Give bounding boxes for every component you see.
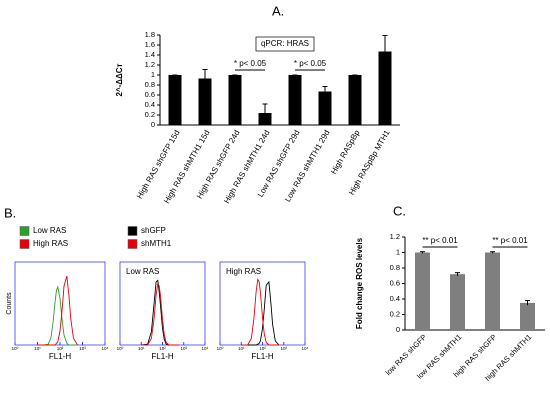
y-tick-label: 0 [396, 325, 400, 334]
panel-label: A. [272, 3, 284, 18]
legend-swatch [19, 226, 30, 236]
bar [378, 51, 392, 125]
y-tick-label: 1.2 [145, 60, 155, 69]
y-axis-label: Fold change ROS levels [355, 237, 364, 329]
x-tick-label: 10⁰ [12, 346, 19, 351]
y-tick-label: 0.6 [390, 278, 400, 287]
y-tick-label: 0.6 [145, 90, 155, 99]
panel-label: B. [4, 205, 16, 220]
bar [168, 75, 182, 125]
x-tick-label: High RASpBp [329, 128, 362, 176]
x-tick-label: 10³ [79, 346, 86, 351]
bar [198, 78, 212, 125]
histogram-curve [241, 278, 279, 346]
panel-title: Low RAS [126, 267, 159, 276]
x-tick-label: 10⁰ [117, 346, 124, 351]
y-tick-label: 0 [151, 120, 155, 129]
legend-label: Low RAS [33, 226, 66, 235]
annotation: ** p< 0.01 [492, 236, 528, 245]
legend-label: shMTH1 [141, 239, 172, 248]
y-tick-label: 1.8 [145, 30, 155, 39]
x-tick-label: 10³ [280, 346, 287, 351]
panel-title: High RAS [226, 267, 261, 276]
x-tick-label: 10³ [180, 346, 187, 351]
annotation: ** p< 0.01 [422, 236, 458, 245]
x-tick-label: 10⁰ [217, 346, 224, 351]
x-tick-label: 10² [57, 346, 64, 351]
y-tick-label: 1 [396, 247, 400, 256]
legend-swatch [19, 239, 30, 249]
x-tick-label: 10² [159, 346, 166, 351]
legend-swatch [127, 239, 138, 249]
bar [450, 274, 465, 330]
y-tick-label: 0.8 [390, 263, 400, 272]
histogram-curve [141, 282, 179, 346]
bar [348, 75, 362, 125]
y-tick-label: 0.2 [390, 309, 400, 318]
y-tick-label: 1.6 [145, 40, 155, 49]
histogram-curve [37, 285, 78, 346]
histogram-curve [37, 275, 78, 346]
x-tick-label: 10² [259, 346, 266, 351]
x-axis-label: FL1-H [251, 352, 273, 361]
y-tick-label: 1.4 [145, 50, 155, 59]
bar [318, 91, 332, 125]
y-tick-label: 1.2 [390, 232, 400, 241]
x-tick-label: 10⁴ [202, 346, 209, 351]
histogram-curve [241, 280, 280, 346]
y-tick-label: 1 [151, 70, 155, 79]
y-tick-label: 0.4 [145, 100, 155, 109]
bar [485, 252, 500, 330]
bar [520, 302, 535, 330]
annotation: * p< 0.05 [294, 59, 327, 68]
y-tick-label: 0.4 [390, 294, 400, 303]
x-axis-label: FL1-H [49, 352, 71, 361]
bar [415, 252, 430, 330]
x-tick-label: 10¹ [34, 346, 41, 351]
x-tick-label: 10⁴ [102, 346, 109, 351]
y-tick-label: 0.8 [145, 80, 155, 89]
x-tick-label: 10¹ [138, 346, 145, 351]
panel-label: C. [393, 203, 406, 218]
x-tick-label: 10¹ [238, 346, 245, 351]
bar [288, 75, 302, 125]
annotation: * p< 0.05 [234, 59, 267, 68]
legend-label: shGFP [141, 226, 166, 235]
y-tick-label: 0.2 [145, 110, 155, 119]
bar [228, 75, 242, 125]
y-axis-label: 2^-ΔΔCт [115, 63, 124, 96]
legend-label: High RAS [33, 239, 68, 248]
x-tick-label: 10⁴ [302, 346, 309, 351]
title-box [255, 36, 315, 52]
y-axis-label: Counts [6, 292, 13, 315]
x-axis-label: FL1-H [151, 352, 173, 361]
legend-swatch [127, 226, 138, 236]
chart-title: qPCR: HRAS [261, 39, 309, 48]
